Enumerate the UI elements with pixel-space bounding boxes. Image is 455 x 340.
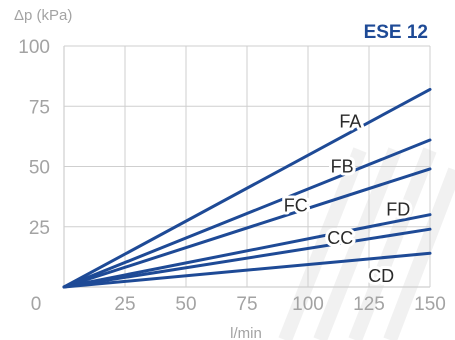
y-tick-label: 75 [29,97,50,118]
series-line-fd [62,213,432,289]
x-tick-label: 100 [292,294,324,315]
x-tick-label: 25 [114,294,135,315]
y-tick-label: 50 [29,158,50,179]
series-labels: FA FB FC FD CC CD [281,109,413,289]
y-tick-labels: 100 75 50 25 [18,37,50,239]
series-line-cd [62,251,432,289]
chart-title: ESE 12 [364,22,428,43]
x-tick-label: 50 [175,294,196,315]
y-tick-label: 100 [18,37,50,58]
watermark-stripe [348,147,437,340]
series-label-cc: CC [327,228,353,248]
x-axis-label: l/min [230,325,262,340]
y-axis-label: Δp (kPa) [14,7,72,24]
x-tick-label: 150 [414,294,446,315]
series-label-cd: CD [368,266,394,286]
series-line-cc [62,227,432,289]
series-label-fc: FC [284,196,308,216]
series-line-fa [62,87,432,289]
series-line-fc [62,167,432,289]
series-line-fb [62,138,432,289]
y-tick-label: 25 [29,218,50,239]
series-label-fb: FB [331,156,354,176]
chart-series [62,87,432,289]
x-tick-label: 75 [236,294,257,315]
x-tick-label: 0 [31,294,42,315]
series-label-fa: FA [339,112,361,132]
x-tick-labels: 0 25 50 75 100 125 150 [31,294,446,315]
watermark-stripe [313,147,402,340]
series-label-fd: FD [386,199,410,219]
x-tick-label: 125 [353,294,385,315]
